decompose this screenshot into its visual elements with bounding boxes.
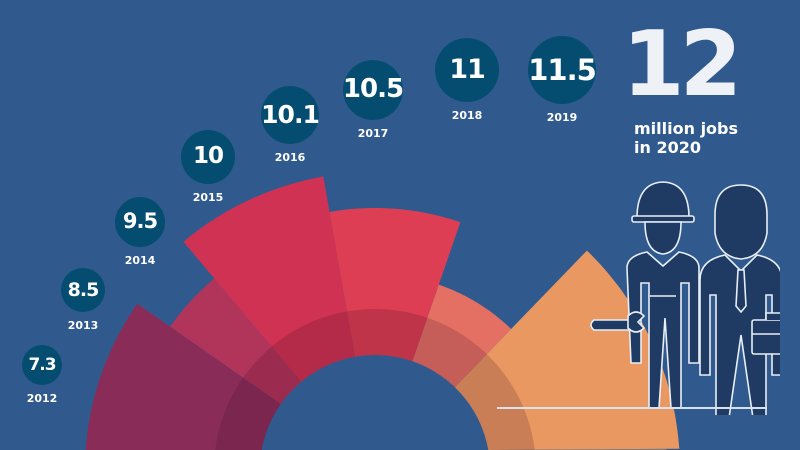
year-label-2014: 2014 bbox=[124, 254, 156, 267]
value-bubble-2019: 11.5 bbox=[528, 36, 597, 104]
headline-line1: million jobs bbox=[634, 119, 739, 138]
year-label-2013: 2013 bbox=[67, 319, 99, 332]
value-bubble-2014: 9.5 bbox=[115, 197, 165, 247]
headline-caption: million jobs in 2020 bbox=[634, 119, 738, 157]
year-label-2017: 2017 bbox=[357, 127, 389, 140]
value-bubble-2017: 10.5 bbox=[343, 60, 404, 120]
year-label-2019: 2019 bbox=[546, 111, 578, 124]
female-worker-icon bbox=[590, 181, 700, 409]
headline-line2: in 2020 bbox=[634, 138, 701, 157]
businessman-icon bbox=[699, 184, 780, 415]
value-bubble-2012: 7.3 bbox=[22, 345, 62, 385]
radial-segment bbox=[85, 303, 281, 450]
value-bubble-2015: 10 bbox=[181, 130, 235, 184]
radial-segment bbox=[183, 176, 355, 382]
workers-illustration bbox=[497, 181, 780, 415]
headline-number: 12 bbox=[622, 12, 742, 117]
radial-segment bbox=[329, 208, 461, 362]
year-label-2012: 2012 bbox=[26, 392, 58, 405]
value-bubble-2013: 8.5 bbox=[61, 268, 105, 312]
value-bubble-2018: 11 bbox=[435, 38, 499, 102]
radial-segment bbox=[170, 278, 302, 404]
radial-segment bbox=[412, 284, 512, 388]
value-bubble-2016: 10.1 bbox=[261, 86, 320, 144]
radial-segment bbox=[454, 250, 680, 450]
year-label-2016: 2016 bbox=[274, 151, 306, 164]
inner-ring-shade bbox=[214, 309, 536, 450]
year-label-2018: 2018 bbox=[451, 109, 483, 122]
year-label-2015: 2015 bbox=[192, 191, 224, 204]
